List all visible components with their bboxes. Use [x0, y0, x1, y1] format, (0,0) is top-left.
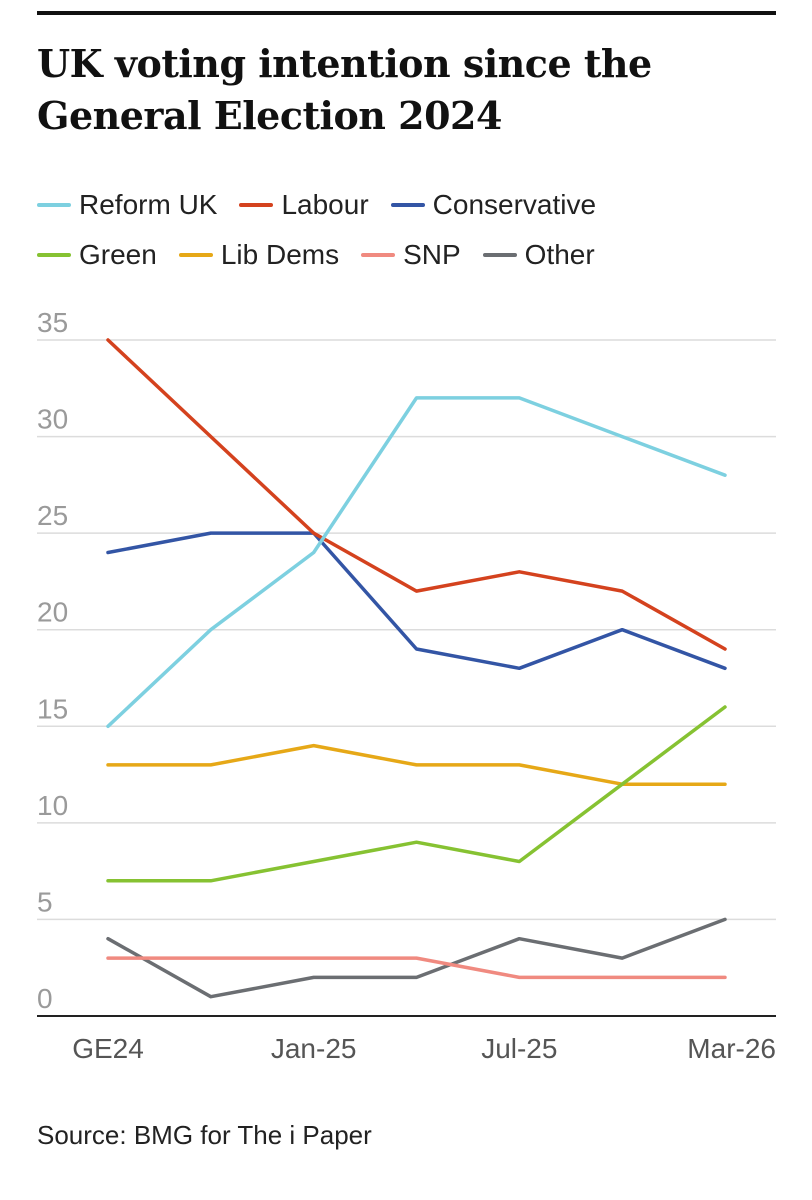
legend-label-lib-dems: Lib Dems — [220, 239, 340, 270]
y-tick-label-0: 0 — [37, 983, 53, 1014]
legend-swatch-snp — [361, 253, 396, 257]
series-line-snp — [106, 956, 727, 980]
legend-swatch-labour — [239, 203, 274, 207]
legend-swatch-other — [482, 253, 517, 257]
source-note: Source: BMG for The i Paper — [37, 1120, 372, 1150]
legend-label-snp: SNP — [403, 239, 461, 270]
legend-label-green: Green — [79, 239, 157, 270]
series-line-green — [106, 705, 727, 883]
y-tick-label-15: 15 — [37, 693, 68, 724]
y-tick-label-20: 20 — [37, 597, 68, 628]
x-tick-label-mar-26: Mar-26 — [687, 1033, 776, 1064]
legend-row: Green Lib Dems SNP Other — [37, 230, 797, 280]
series-line-reform-uk — [106, 396, 727, 729]
legend-item-green: Green — [37, 239, 157, 271]
legend-item-labour: Labour — [239, 189, 369, 221]
legend-label-other: Other — [524, 239, 595, 270]
legend: Reform UK Labour Conservative Green Lib … — [37, 180, 797, 280]
y-tick-label-10: 10 — [37, 790, 68, 821]
y-tick-label-35: 35 — [37, 307, 68, 338]
series-line-other — [106, 917, 727, 999]
legend-item-snp: SNP — [361, 239, 461, 271]
x-tick-label-jul-25: Jul-25 — [481, 1033, 557, 1064]
line-chart: 35 30 25 20 15 10 5 0 GE24 Jan-25 Jul-25 Mar-26 — [37, 307, 776, 1064]
legend-item-reform-uk: Reform UK — [37, 189, 217, 221]
top-rule — [37, 11, 776, 15]
legend-item-conservative: Conservative — [390, 189, 597, 221]
legend-item-lib-dems: Lib Dems — [178, 239, 340, 271]
series-line-conservative — [106, 531, 727, 671]
legend-label-conservative: Conservative — [432, 189, 597, 220]
legend-swatch-reform-uk — [37, 203, 71, 207]
chart-title: UK voting intention since the General El… — [37, 41, 652, 138]
y-tick-label-5: 5 — [37, 886, 53, 917]
legend-label-reform-uk: Reform UK — [79, 189, 218, 220]
x-tick-label-jan-25: Jan-25 — [271, 1033, 357, 1064]
legend-swatch-lib-dems — [178, 253, 213, 257]
x-tick-label-ge24: GE24 — [72, 1033, 144, 1064]
y-tick-label-25: 25 — [37, 500, 68, 531]
legend-row: Reform UK Labour Conservative — [37, 180, 797, 230]
y-tick-label-30: 30 — [37, 404, 68, 435]
legend-label-labour: Labour — [281, 189, 369, 220]
legend-item-other: Other — [482, 239, 595, 271]
legend-swatch-green — [37, 253, 71, 257]
legend-swatch-conservative — [390, 203, 425, 207]
series-line-labour — [106, 338, 727, 651]
